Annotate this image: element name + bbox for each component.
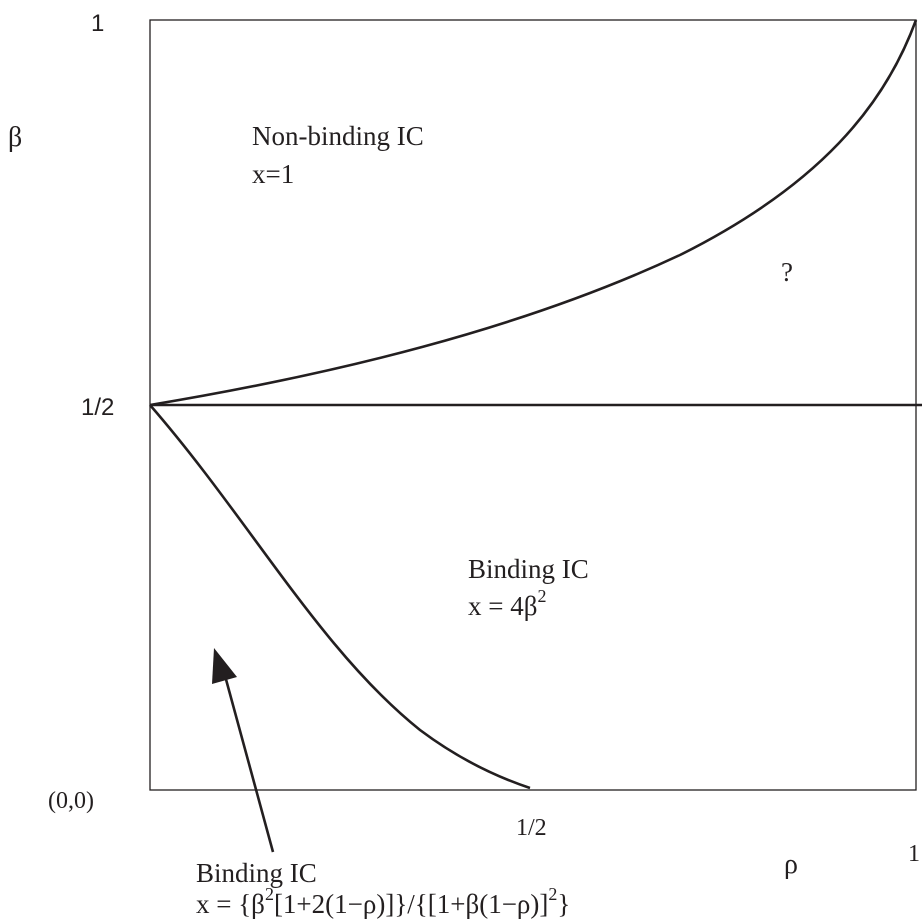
x-tick-1: 1 (908, 841, 920, 867)
upper-boundary-curve (149, 19, 918, 407)
binding-lower-formula-part2: [1+2(1−ρ)]}/{[1+β(1−ρ)] (274, 889, 548, 919)
binding-upper-formula: x = 4β2 (468, 586, 546, 621)
binding-lower-formula-exp2: 2 (548, 884, 557, 904)
y-axis-title: β (8, 122, 22, 153)
nonbinding-formula: x=1 (252, 159, 294, 189)
binding-lower-title: Binding IC (196, 858, 317, 888)
binding-lower-formula-exp1: 2 (265, 884, 274, 904)
binding-upper-formula-base: x = 4β (468, 591, 537, 621)
y-tick-1: 1 (91, 10, 104, 37)
nonbinding-title: Non-binding IC (252, 121, 424, 151)
unknown-region-mark: ? (781, 257, 793, 287)
binding-upper-title: Binding IC (468, 554, 589, 584)
y-tick-half: 1/2 (81, 394, 114, 421)
binding-lower-formula-part1: x = {β (196, 889, 265, 919)
annotation-arrow-head (212, 648, 237, 684)
origin-label: (0,0) (48, 788, 94, 814)
binding-lower-formula: x = {β2[1+2(1−ρ)]}/{[1+β(1−ρ)]2} (196, 884, 570, 919)
x-tick-half: 1/2 (516, 815, 547, 841)
x-axis-title: ρ (784, 849, 798, 880)
binding-upper-formula-exponent: 2 (537, 586, 546, 606)
annotation-arrow-shaft (222, 671, 275, 853)
binding-lower-formula-part3: } (557, 889, 570, 919)
lower-boundary-curve (149, 404, 531, 790)
